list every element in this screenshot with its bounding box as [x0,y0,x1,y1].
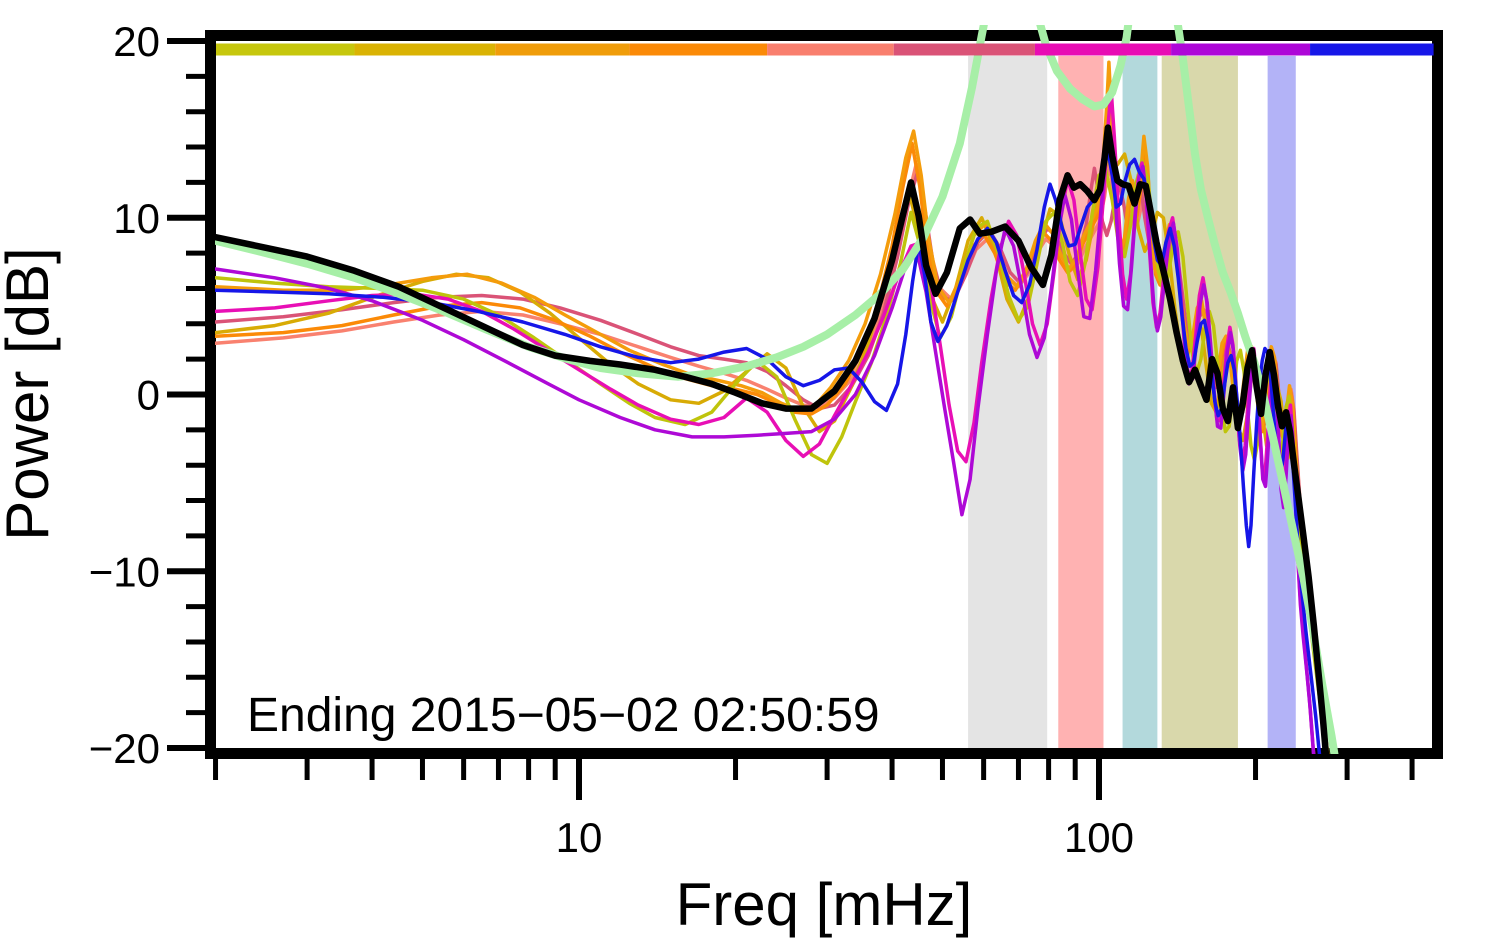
spectra-curves-layer [215,25,1339,754]
y-tick-label: −20 [89,725,160,772]
plot-frame [205,30,1443,759]
y-tick-label: −10 [89,548,160,595]
colorbar-segment-4 [629,43,768,56]
axis-ticks [167,38,1415,800]
x-tick-label: 10 [556,814,603,861]
colorbar-segment-5 [767,43,894,56]
spectrum-green-reference [215,25,1339,754]
frequency-colorbar [216,43,1434,56]
spectrum-purple [215,139,1316,754]
y-axis-title: Power [dB] [0,247,61,540]
colorbar-segment-2 [354,43,496,56]
colorbar-segment-1 [216,43,355,56]
y-tick-label: 10 [113,195,160,242]
axis-tick-labels: −20 −10 0 10 20 10 100 [89,18,1134,861]
x-tick-label: 100 [1064,814,1134,861]
band-gray [968,56,1048,749]
spectrum-mean-black [215,124,1330,754]
colorbar-segment-6 [893,43,1035,56]
colorbar-segment-9 [1310,43,1434,56]
spectrum-orange [215,60,1329,754]
colorbar-segment-3 [495,43,630,56]
x-axis-title: Freq [mHz] [676,871,973,938]
colorbar-segment-8 [1171,43,1311,56]
ending-timestamp-annotation: Ending 2015−05−02 02:50:59 [247,689,880,742]
y-tick-label: 20 [113,18,160,65]
spectrum-blue [215,148,1322,754]
y-tick-label: 0 [137,372,160,419]
band-pink [1058,56,1104,749]
spectrum-darkorange [215,85,1329,754]
colorbar-segment-7 [1034,43,1172,56]
